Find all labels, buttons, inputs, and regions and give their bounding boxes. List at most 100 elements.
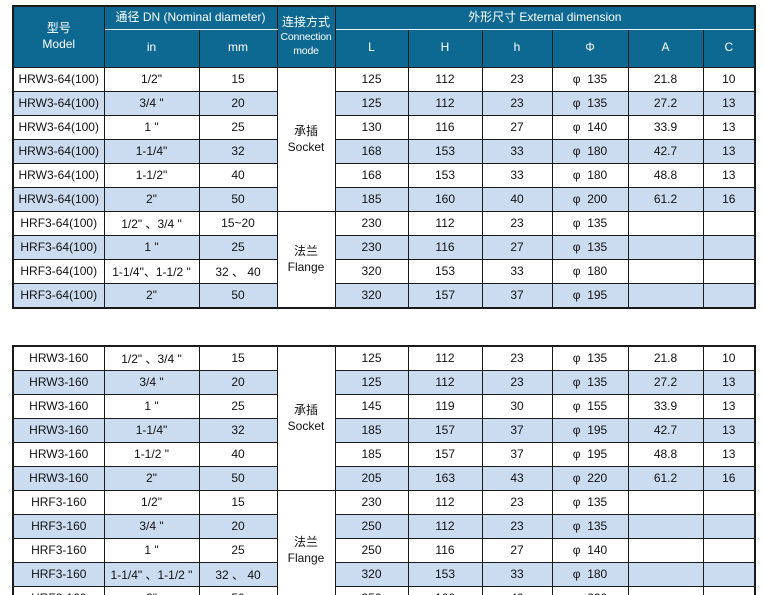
dim-h-cell: 37 <box>481 441 553 467</box>
connection-mode-cell: 法兰 Flange <box>276 210 336 308</box>
connection-mode-zh: 连接方式 <box>281 15 330 30</box>
connection-mode-column-header: 连接方式 Connection mode <box>276 5 336 68</box>
dim-phi-cell: φ 180 <box>551 258 629 284</box>
model-cell: HRW3-64(100) <box>12 66 105 92</box>
dim-H-cell: 112 <box>407 513 483 539</box>
dim-A-cell: 48.8 <box>627 162 704 188</box>
dim-h-cell: 23 <box>481 369 553 395</box>
dim-L-cell: 350 <box>334 585 409 595</box>
connection-mode-cell: 承插 Socket <box>276 66 336 212</box>
dn-in-column-header: in <box>103 28 200 68</box>
dim-h-cell: 33 <box>481 258 553 284</box>
dim-A-cell: 42.7 <box>627 138 704 164</box>
model-cell: HRW3-64(100) <box>12 162 105 188</box>
dn-mm-cell: 25 <box>198 114 278 140</box>
table-row: HRF3-160 1/2" 15 法兰 Flange 230 112 23 φ 135 <box>12 489 756 595</box>
dn-in-cell: 1-1/4" <box>103 138 200 164</box>
dim-H-cell: 116 <box>407 537 483 563</box>
dn-in-cell: 1-1/2" <box>103 162 200 188</box>
dn-mm-cell: 40 <box>198 441 278 467</box>
table-row: HRW3-64(100) 3/4 " 20 125 112 23 φ 135 27.2 13 <box>12 90 756 116</box>
table-row: HRF3-64(100) 2" 50 320 157 37 φ 195 <box>12 282 756 308</box>
dim-h-cell: 23 <box>481 345 553 371</box>
table-row: HRW3-160 1-1/4" 32 185 157 37 φ 195 42.7 13 <box>12 417 756 443</box>
dim-phi-cell: φ 140 <box>551 537 629 563</box>
dn-in-cell: 1/2" 、3/4 " <box>103 210 200 236</box>
dim-phi-cell: φ 220 <box>551 585 629 595</box>
dim-L-cell: 320 <box>334 258 409 284</box>
dim-L-cell: 125 <box>334 345 409 371</box>
dim-h-cell: 23 <box>481 66 553 92</box>
model-cell: HRW3-160 <box>12 393 105 419</box>
dim-L-cell: 185 <box>334 186 409 212</box>
dim-H-cell: 112 <box>407 489 483 515</box>
dim-h-cell: 43 <box>481 465 553 491</box>
dim-L-cell: 250 <box>334 537 409 563</box>
dim-C-cell <box>702 282 756 308</box>
dn-mm-cell: 50 <box>198 465 278 491</box>
dim-A-cell: 61.2 <box>627 465 704 491</box>
dim-H-cell: 116 <box>407 234 483 260</box>
dim-L-cell: 125 <box>334 90 409 116</box>
dim-h-cell: 40 <box>481 585 553 595</box>
dim-A-cell: 33.9 <box>627 393 704 419</box>
dim-H-cell: 112 <box>407 90 483 116</box>
model-cell: HRF3-160 <box>12 585 105 595</box>
dn-mm-cell: 15 <box>198 345 278 371</box>
dim-H-cell: 153 <box>407 138 483 164</box>
dim-A-cell <box>627 489 704 515</box>
dim-h-cell: 37 <box>481 417 553 443</box>
dn-in-cell: 3/4 " <box>103 90 200 116</box>
dn-mm-cell: 25 <box>198 234 278 260</box>
dim-A-column-header: A <box>627 28 704 68</box>
dim-phi-cell: φ 180 <box>551 561 629 587</box>
model-cell: HRW3-64(100) <box>12 114 105 140</box>
dn-in-cell: 1-1/4" 、1-1/2 " <box>103 561 200 587</box>
table-row: HRW3-64(100) 1-1/2" 40 168 153 33 φ 180 48.8 13 <box>12 162 756 188</box>
dim-L-cell: 230 <box>334 210 409 236</box>
dim-h-cell: 37 <box>481 282 553 308</box>
header-group-row: 型号 Model 通径 DN (Nominal diameter) 连接方式 C… <box>12 5 756 68</box>
dim-phi-cell: φ 135 <box>551 90 629 116</box>
dn-mm-cell: 32 、 40 <box>198 258 278 284</box>
dim-phi-cell: φ 155 <box>551 393 629 419</box>
dim-C-cell <box>702 234 756 260</box>
dim-C-cell <box>702 210 756 236</box>
dim-H-cell: 112 <box>407 66 483 92</box>
dim-phi-cell: φ 135 <box>551 345 629 371</box>
dim-L-cell: 185 <box>334 417 409 443</box>
dim-H-cell: 153 <box>407 162 483 188</box>
dim-H-cell: 163 <box>407 465 483 491</box>
dim-phi-cell: φ 140 <box>551 114 629 140</box>
dn-in-cell: 1 " <box>103 537 200 563</box>
model-cell: HRF3-64(100) <box>12 234 105 260</box>
model-cell: HRW3-160 <box>12 345 105 371</box>
dn-mm-cell: 50 <box>198 282 278 308</box>
table-row: HRF3-64(100) 1/2" 、3/4 " 15~20 法兰 Flange 230… <box>12 210 756 308</box>
dim-C-cell: 13 <box>702 393 756 419</box>
dim-A-cell <box>627 561 704 587</box>
dim-A-cell <box>627 210 704 236</box>
dn-in-cell: 2" <box>103 465 200 491</box>
dn-in-cell: 1-1/4" <box>103 417 200 443</box>
dim-C-cell: 13 <box>702 417 756 443</box>
dim-H-cell: 116 <box>407 114 483 140</box>
dim-phi-cell: φ 135 <box>551 513 629 539</box>
dn-in-cell: 1/2" 、3/4 " <box>103 345 200 371</box>
spec-table-64-100: 型号 Model 通径 DN (Nominal diameter) 连接方式 C… <box>12 5 757 309</box>
dim-h-cell: 30 <box>481 393 553 419</box>
dim-C-cell: 13 <box>702 162 756 188</box>
model-cell: HRW3-64(100) <box>12 90 105 116</box>
dim-A-cell <box>627 282 704 308</box>
dim-h-cell: 23 <box>481 210 553 236</box>
dim-h-cell: 40 <box>481 186 553 212</box>
dim-phi-cell: φ 195 <box>551 441 629 467</box>
connection-mode-en: Connection mode <box>280 30 332 57</box>
dim-C-cell: 16 <box>702 186 756 212</box>
model-cell: HRW3-160 <box>12 465 105 491</box>
dn-in-cell: 1-1/2 " <box>103 441 200 467</box>
dim-phi-cell: φ 180 <box>551 138 629 164</box>
dim-A-cell <box>627 537 704 563</box>
model-cell: HRW3-64(100) <box>12 138 105 164</box>
dim-C-cell: 16 <box>702 465 756 491</box>
